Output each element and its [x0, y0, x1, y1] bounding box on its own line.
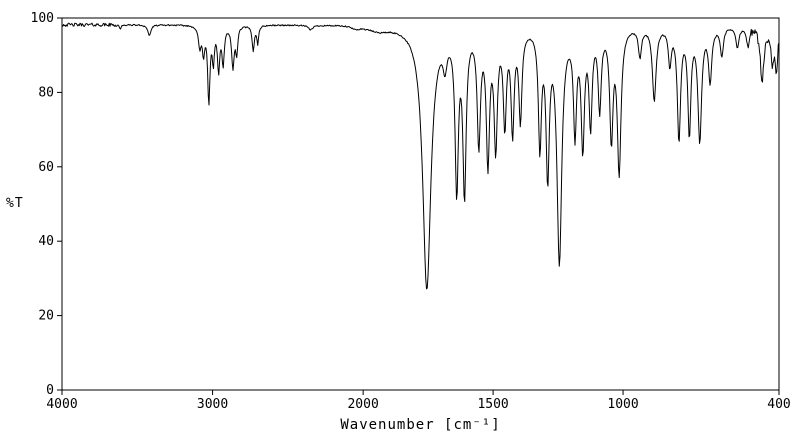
x-tick-label: 4000 — [46, 397, 77, 412]
y-tick-label: 0 — [46, 383, 54, 398]
y-tick-label: 100 — [31, 11, 54, 26]
y-tick-label: 20 — [38, 309, 54, 324]
x-tick-label: 1500 — [477, 397, 508, 412]
x-axis-label: Wavenumber [cm⁻¹] — [340, 417, 501, 433]
plot-frame — [61, 17, 780, 391]
x-tick-label: 2000 — [347, 397, 378, 412]
y-tick-label: 40 — [38, 234, 54, 249]
spectrum-trace — [61, 22, 780, 290]
x-tick-label: 1000 — [607, 397, 638, 412]
x-tick-label: 3000 — [197, 397, 228, 412]
y-tick-label: 60 — [38, 160, 54, 175]
x-tick-label: 400 — [767, 397, 790, 412]
y-axis-label: %T — [6, 196, 24, 211]
y-tick-label: 80 — [38, 85, 54, 100]
